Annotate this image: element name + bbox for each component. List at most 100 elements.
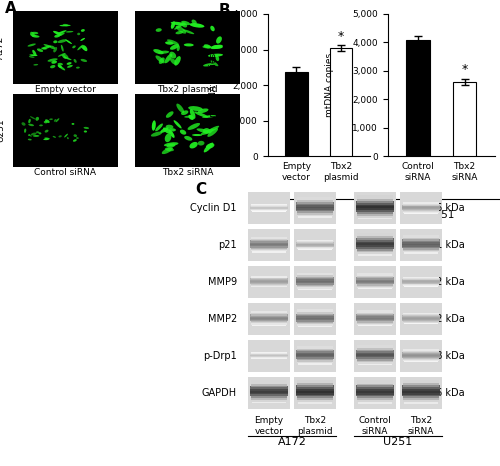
Bar (250, 387, 288, 391)
Bar (402, 319, 440, 321)
Bar (358, 287, 392, 289)
Bar (297, 322, 333, 324)
Bar (298, 362, 332, 364)
Bar (294, 266, 336, 298)
Bar (296, 391, 334, 395)
Bar (357, 395, 393, 398)
Bar (250, 208, 288, 209)
Bar (251, 247, 287, 250)
Bar (296, 319, 334, 322)
Ellipse shape (80, 59, 87, 62)
Ellipse shape (57, 30, 66, 34)
Bar (354, 229, 396, 261)
Bar (250, 206, 288, 207)
Ellipse shape (66, 31, 74, 33)
Ellipse shape (156, 55, 165, 63)
Bar (403, 382, 439, 385)
Bar (402, 391, 440, 395)
Bar (297, 311, 333, 314)
Bar (400, 377, 442, 409)
Bar (402, 240, 440, 242)
Ellipse shape (62, 55, 66, 59)
Bar (250, 391, 288, 395)
Text: Tbx2
plasmid: Tbx2 plasmid (297, 417, 333, 436)
Bar (402, 282, 440, 284)
Ellipse shape (165, 147, 174, 151)
Bar (294, 192, 336, 224)
Ellipse shape (188, 106, 203, 111)
Bar (250, 279, 288, 281)
Ellipse shape (30, 55, 38, 56)
Bar (251, 320, 287, 322)
Bar (356, 278, 394, 281)
Ellipse shape (155, 123, 163, 131)
Ellipse shape (81, 29, 85, 32)
Y-axis label: mtDNA copies: mtDNA copies (210, 53, 218, 117)
Bar (297, 200, 333, 204)
Bar (296, 393, 334, 397)
Ellipse shape (36, 117, 39, 121)
Text: 92 kDa: 92 kDa (430, 277, 465, 287)
Bar (252, 250, 286, 253)
Bar (251, 357, 287, 358)
Bar (250, 355, 288, 356)
Text: 21 kDa: 21 kDa (430, 240, 465, 250)
Ellipse shape (58, 39, 67, 43)
Bar (404, 276, 438, 278)
Bar (296, 350, 334, 353)
Bar (298, 240, 332, 241)
Bar (250, 282, 288, 284)
Bar (297, 397, 333, 400)
Bar (402, 355, 440, 357)
Bar (297, 241, 333, 243)
Bar (250, 354, 288, 355)
Ellipse shape (188, 115, 194, 120)
Bar (297, 395, 333, 398)
Bar (357, 382, 393, 385)
Bar (250, 389, 288, 393)
Bar (402, 281, 440, 282)
Bar (298, 380, 332, 384)
Ellipse shape (48, 58, 58, 62)
Bar (251, 353, 287, 354)
Bar (250, 280, 288, 282)
Ellipse shape (78, 45, 84, 50)
Ellipse shape (30, 34, 36, 36)
Ellipse shape (28, 119, 31, 123)
Ellipse shape (53, 31, 62, 35)
Bar (402, 207, 440, 209)
Bar (296, 282, 334, 285)
Ellipse shape (174, 120, 182, 129)
Bar (403, 321, 439, 322)
Ellipse shape (203, 63, 214, 67)
Bar (296, 385, 334, 389)
Bar (356, 282, 394, 285)
Bar (297, 240, 333, 242)
Bar (296, 356, 334, 359)
Bar (296, 281, 334, 283)
Bar (404, 322, 438, 323)
Bar (250, 207, 288, 208)
Bar (404, 251, 438, 254)
Bar (404, 359, 438, 361)
Bar (357, 311, 393, 314)
Ellipse shape (67, 65, 73, 68)
Bar (297, 347, 333, 350)
Bar (356, 240, 394, 243)
Ellipse shape (72, 123, 74, 125)
Bar (298, 400, 332, 404)
Ellipse shape (216, 36, 222, 44)
Ellipse shape (181, 110, 188, 115)
Bar (358, 216, 392, 219)
Bar (252, 276, 286, 278)
Bar (252, 311, 286, 313)
Bar (358, 310, 392, 313)
Text: Empty
vector: Empty vector (254, 417, 284, 436)
Ellipse shape (156, 28, 162, 32)
Bar (296, 387, 334, 391)
Ellipse shape (82, 45, 87, 51)
Bar (251, 247, 287, 249)
Bar (251, 284, 287, 286)
Text: 36 kDa: 36 kDa (430, 388, 464, 397)
Text: GAPDH: GAPDH (202, 388, 237, 397)
